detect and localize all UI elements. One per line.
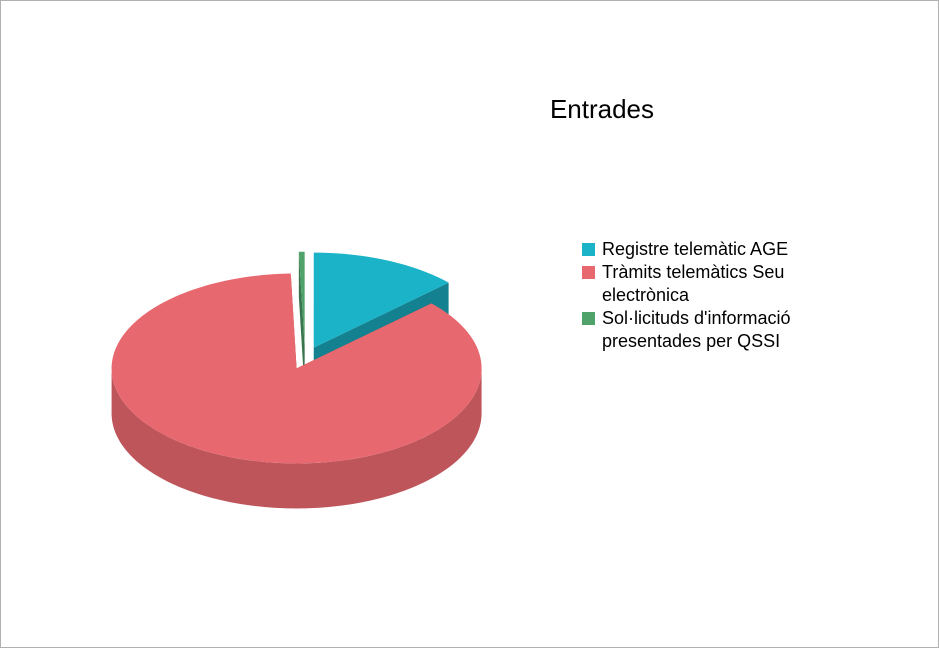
legend-swatch xyxy=(582,266,595,279)
legend-line: Sol·licituds d'informació xyxy=(602,308,791,328)
pie-slice xyxy=(313,252,449,348)
pie-slice xyxy=(298,251,305,347)
legend-line: electrònica xyxy=(602,285,690,305)
pie-slice xyxy=(111,273,482,464)
legend-swatch xyxy=(582,312,595,325)
legend-swatch xyxy=(582,243,595,256)
legend-label: Sol·licituds d'informació presentades per… xyxy=(602,308,791,351)
legend-line: Tràmits telemàtics Seu xyxy=(602,262,784,282)
legend-label: Registre telemàtic AGE xyxy=(602,239,788,259)
legend-label: Tràmits telemàtics Seu electrònica xyxy=(602,262,784,305)
legend-line: Registre telemàtic AGE xyxy=(602,239,788,259)
chart-title: Entrades xyxy=(550,94,654,124)
slice-cut xyxy=(298,251,305,392)
legend-line: presentades per QSSI xyxy=(602,331,780,351)
slice-side xyxy=(111,368,482,509)
